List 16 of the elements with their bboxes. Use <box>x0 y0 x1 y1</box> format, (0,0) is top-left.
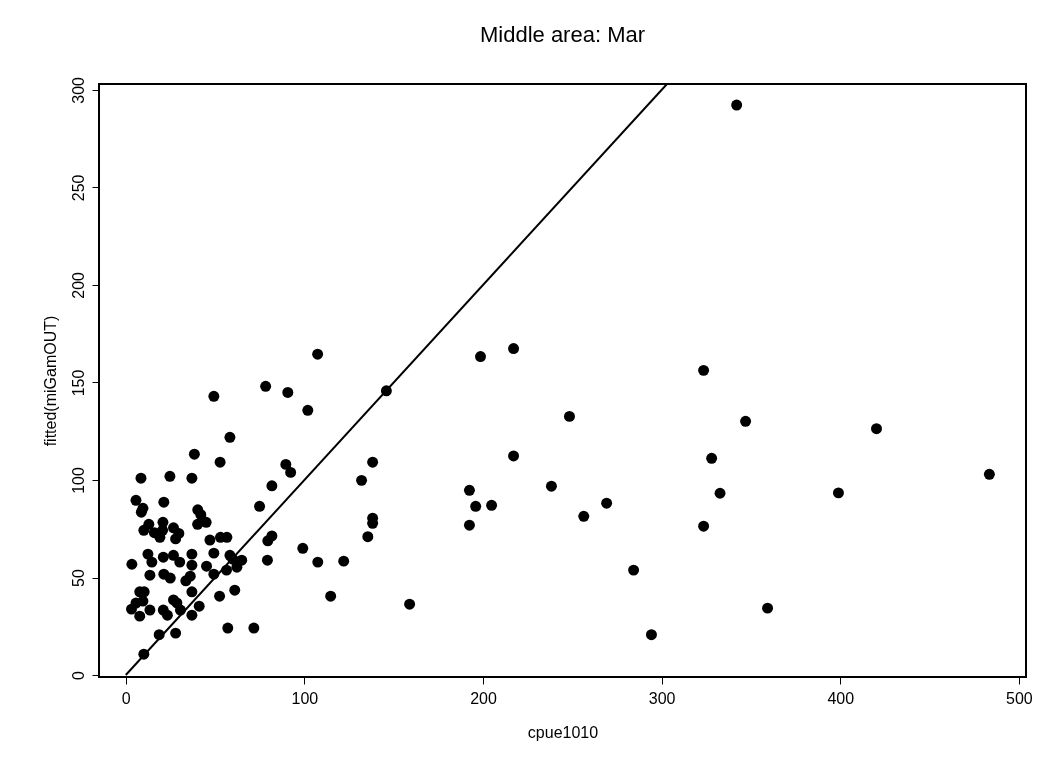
x-tick-label: 0 <box>121 689 131 707</box>
x-tick-label: 200 <box>470 689 497 707</box>
y-tick-label: 300 <box>69 76 87 104</box>
x-tick-label: 400 <box>827 689 855 707</box>
y-tick-label: 50 <box>69 569 87 587</box>
y-tick-label: 0 <box>69 671 87 680</box>
y-tick-label: 200 <box>69 271 87 299</box>
y-axis-title: fitted(miGamOUT) <box>41 315 59 447</box>
chart-title: Middle area: Mar <box>479 21 646 47</box>
x-tick-label: 300 <box>648 689 676 707</box>
y-tick-label: 100 <box>69 467 87 494</box>
y-tick-label: 250 <box>69 174 87 202</box>
x-tick-label: 100 <box>291 689 319 707</box>
x-tick-label: 500 <box>1006 689 1033 707</box>
x-axis-title: cpue1010 <box>527 723 599 741</box>
y-tick-label: 150 <box>69 369 87 397</box>
